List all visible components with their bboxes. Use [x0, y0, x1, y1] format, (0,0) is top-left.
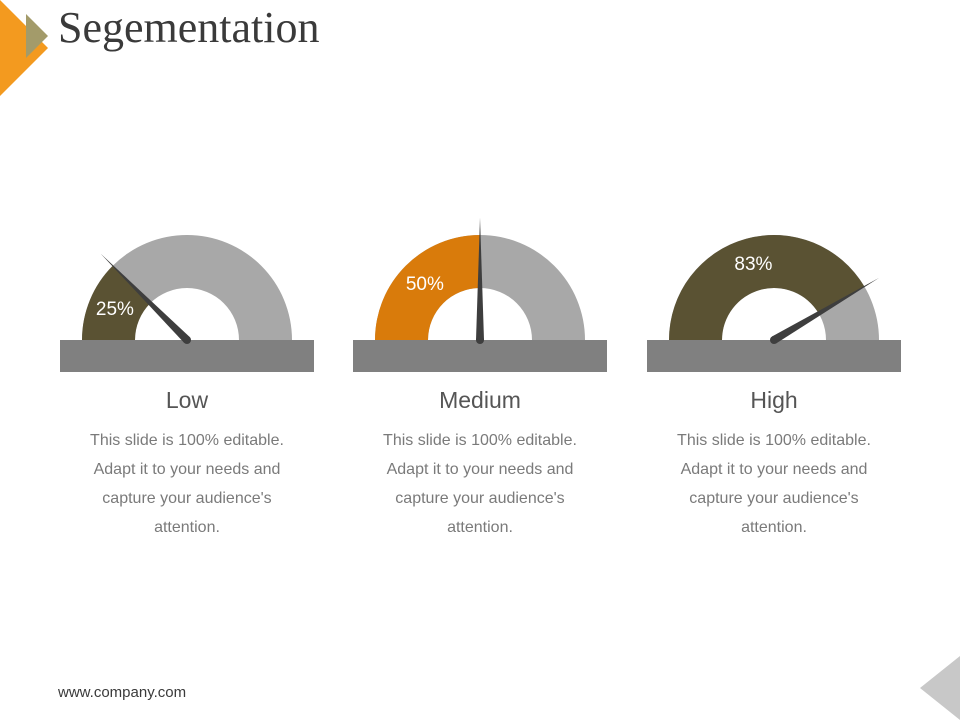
gauge-needle-hub [770, 336, 778, 344]
corner-gray-triangle [920, 656, 960, 720]
gauge-needle [476, 218, 484, 340]
gauge-description: This slide is 100% editable. Adapt it to… [677, 432, 871, 536]
gauge-percent-label: 83% [734, 253, 773, 275]
gauge-title: High [750, 387, 798, 413]
gauge-card-medium: 50% Medium This slide is 100% editable. … [353, 200, 607, 560]
gauge-fill [669, 234, 865, 340]
gauge-base [60, 340, 314, 372]
corner-triangle-decoration [920, 656, 960, 720]
gauge-needle-hub [476, 336, 484, 344]
gauge-dial-medium [353, 218, 607, 372]
gauge-percent-label: 50% [405, 273, 444, 295]
gauge-needle [771, 277, 880, 344]
gauge-dial-low [60, 235, 314, 372]
footer-url: www.company.com [58, 684, 187, 701]
gauge-card-low: 25% Low This slide is 100% editable. Ada… [60, 200, 314, 560]
gauge-base [353, 340, 607, 372]
gauge-description: This slide is 100% editable. Adapt it to… [90, 432, 284, 536]
gauge-needle-hub [183, 336, 191, 344]
gauge-dial-high [647, 234, 901, 372]
slide-title: Segementation [58, 3, 320, 52]
corner-orange-triangle [0, 0, 48, 96]
corner-arrow-decoration [0, 0, 48, 96]
gauge-base [647, 340, 901, 372]
corner-olive-chevron [26, 14, 48, 58]
gauge-needle [100, 253, 190, 343]
gauge-description: This slide is 100% editable. Adapt it to… [383, 432, 577, 536]
gauge-card-high: 83% High This slide is 100% editable. Ad… [647, 200, 901, 560]
gauge-title: Low [165, 387, 209, 413]
gauge-fill [375, 235, 480, 340]
gauge-fill [82, 265, 151, 340]
gauge-percent-label: 25% [95, 299, 134, 321]
gauge-title: Medium [439, 387, 521, 413]
